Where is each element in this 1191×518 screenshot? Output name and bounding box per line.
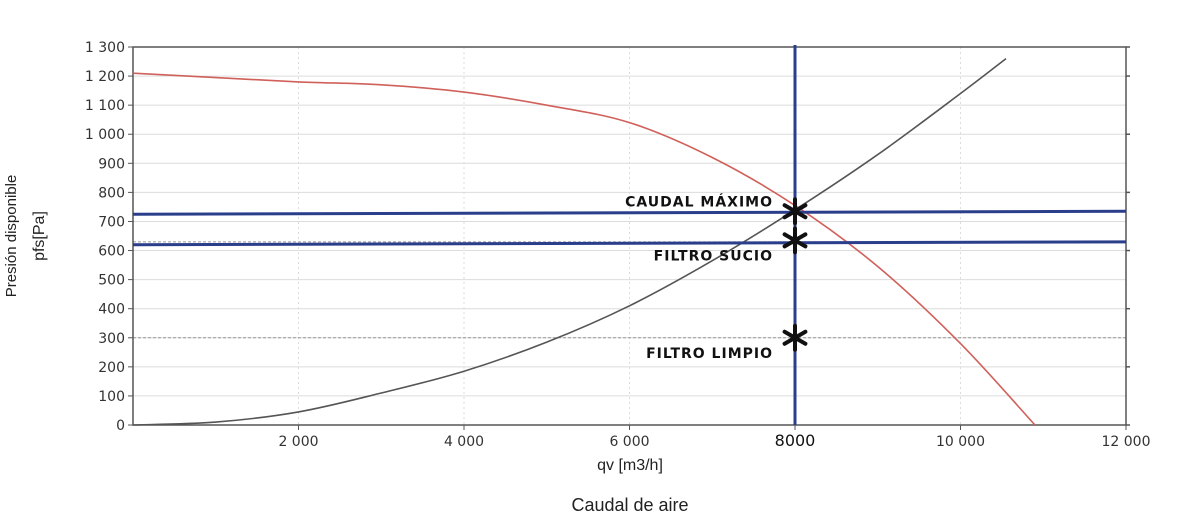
y-tick-label: 600 (98, 244, 125, 260)
annotation-label: FILTRO LIMPIO (646, 346, 773, 362)
y-tick-label: 200 (98, 360, 125, 376)
x-tick-label: 4 000 (444, 434, 484, 450)
y-tick-label: 1 000 (85, 127, 125, 143)
annotation-label: FILTRO SUCIO (654, 248, 773, 264)
x-tick-label: 8000 (775, 431, 816, 450)
y-tick-label: 900 (98, 156, 125, 172)
y-tick-label: 800 (98, 185, 125, 201)
x-tick-label: 2 000 (278, 434, 318, 450)
y-tick-label: 700 (98, 214, 125, 230)
y-tick-label: 100 (98, 389, 125, 405)
series-line-2 (132, 57, 1007, 426)
asterisk-marker (782, 226, 808, 255)
y-axis-ticks: 0 100 200 300 400 500 600 700 800 900 1 000 1 100 1 … (85, 40, 1130, 434)
horizontal-guide-line (132, 209, 1127, 216)
grid (133, 46, 1127, 426)
chart-caption: Caudal de aire (571, 495, 688, 515)
y-tick-label: 1 300 (85, 40, 125, 56)
y-tick-label: 500 (98, 273, 125, 289)
y-tick-label: 400 (98, 302, 125, 318)
y-tick-label: 0 (116, 418, 125, 434)
annotation-label: CAUDAL MÁXIMO (625, 193, 773, 210)
y-axis-label: Presión disponible (3, 175, 20, 298)
y-tick-label: 1 200 (85, 69, 125, 85)
x-axis-label: qv [m3/h] (597, 457, 663, 474)
x-tick-label: 12 000 (1102, 434, 1151, 450)
asterisk-marker (782, 197, 808, 226)
horizontal-guide-line (132, 240, 1127, 247)
x-tick-label: 6 000 (609, 434, 649, 450)
annotations: CAUDAL MÁXIMO FILTRO SUCIO FILTRO LIMPIO (625, 193, 808, 362)
series-line-1 (132, 72, 1036, 426)
series (132, 57, 1036, 426)
asterisk-marker (782, 323, 808, 352)
y-tick-label: 300 (98, 331, 125, 347)
x-tick-label: 10 000 (936, 434, 985, 450)
y-tick-label: 1 100 (85, 98, 125, 114)
y-axis-unit-label: pfs[Pa] (31, 211, 48, 261)
x-axis-ticks: 2 000 4 000 6 000 8000 10 000 12 000 (278, 425, 1151, 450)
